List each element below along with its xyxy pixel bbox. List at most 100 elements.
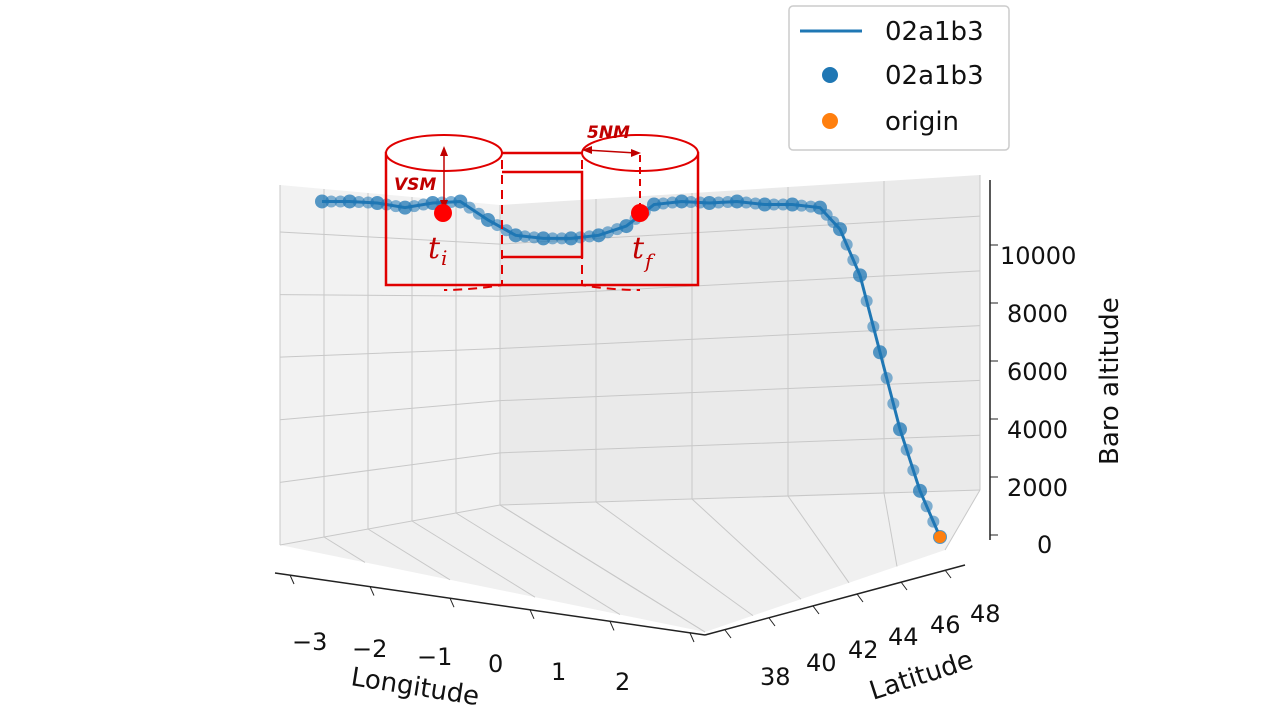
trajectory-point	[657, 197, 670, 210]
fivenm-arrowhead-left	[582, 146, 592, 154]
trajectory-point	[757, 197, 772, 212]
fivenm-label: 5NM	[587, 123, 630, 143]
legend-origin-swatch	[822, 113, 838, 129]
trajectory-point	[453, 194, 468, 209]
y-tick-label: 48	[970, 600, 1001, 628]
z-tick-label: 4000	[1007, 416, 1068, 444]
y-tick-labels: 38 40 42 44 46 48	[760, 600, 1001, 691]
trajectory-point	[900, 443, 913, 456]
y-tick-label: 46	[930, 611, 961, 639]
trajectory-point	[867, 320, 880, 333]
trajectory-point	[315, 194, 329, 209]
trajectory-point	[893, 422, 907, 437]
trajectory-point	[362, 196, 375, 209]
trajectory-point	[913, 483, 927, 498]
x-axis-label: Longitude	[349, 662, 481, 712]
trajectory-point	[500, 224, 513, 237]
y-tick-mark	[900, 581, 908, 591]
z-tick-label: 6000	[1007, 358, 1068, 386]
y-tick-label: 42	[848, 636, 879, 664]
trajectory-series	[315, 194, 947, 544]
trajectory-point	[712, 196, 725, 209]
tick-marks	[289, 244, 998, 643]
x-tick-label: −2	[352, 635, 387, 663]
trajectory-point	[795, 199, 808, 212]
x-tick-mark	[449, 597, 455, 608]
origin-point	[934, 531, 946, 543]
trajectory-point	[342, 194, 357, 209]
left-cylinder-front-dashed	[443, 160, 503, 291]
y-tick-mark	[724, 629, 732, 639]
trajectory-point	[601, 226, 614, 239]
trajectory-point	[730, 194, 744, 209]
trajectory-point	[907, 464, 920, 477]
trajectory-point	[873, 345, 887, 360]
x-tick-label: −3	[292, 628, 327, 656]
x-tick-label: 2	[615, 668, 630, 696]
trajectory-point	[853, 268, 867, 283]
x-tick-mark	[609, 621, 615, 631]
trajectory-point	[370, 196, 385, 211]
vsm-arrowhead-top	[440, 146, 448, 156]
tf-marker	[631, 204, 649, 222]
axis-lines	[274, 180, 991, 636]
grid-line-x-floor	[323, 536, 366, 563]
y-tick-mark	[944, 569, 952, 579]
x-tick-label: 0	[488, 650, 503, 678]
trajectory-point	[847, 253, 860, 266]
y-tick-mark	[768, 617, 776, 627]
y-tick-label: 40	[806, 649, 837, 677]
trajectory-point	[777, 198, 790, 211]
x-tick-mark	[289, 574, 295, 585]
legend-box	[788, 5, 1010, 151]
ti-label: t	[428, 231, 441, 266]
trajectory-point	[666, 196, 679, 209]
back-pane	[500, 175, 980, 505]
grid-line-y-floor	[499, 504, 706, 633]
inner-box	[502, 170, 584, 259]
trajectory-point	[389, 200, 402, 213]
trajectory-point	[528, 231, 541, 244]
trajectory-point	[920, 500, 933, 513]
trajectory-point	[334, 195, 347, 208]
ti-marker	[434, 204, 452, 222]
trajectory-point	[445, 195, 458, 208]
z-tick-labels: 0 2000 4000 6000 8000 10000	[1000, 242, 1076, 559]
trajectory-point	[887, 397, 900, 410]
trajectory-point	[491, 219, 504, 232]
protection-volume-outline	[384, 151, 700, 287]
grid-line-y-floor	[691, 498, 802, 600]
grid-line-x-floor	[367, 528, 451, 581]
z-tick-label: 2000	[1007, 474, 1068, 502]
trajectory-point	[564, 231, 578, 246]
x-tick-mark	[369, 586, 375, 596]
trajectory-point	[647, 197, 661, 212]
y-axis-label: Latitude	[866, 645, 977, 707]
trajectory-point	[674, 194, 689, 209]
trajectory-point	[785, 197, 800, 212]
trajectory-point	[740, 196, 753, 209]
trajectory-point	[555, 232, 568, 245]
y-tick-mark	[856, 593, 864, 603]
trajectory-point	[694, 196, 707, 209]
fivenm-arrow	[585, 149, 638, 154]
trajectory-point	[408, 200, 421, 213]
ti-subscript: i	[441, 246, 447, 270]
trajectory-point	[804, 200, 817, 213]
trajectory-point	[749, 197, 762, 210]
x-tick-labels: −3 −2 −1 0 1 2	[292, 628, 630, 696]
z-tick-label: 8000	[1007, 300, 1068, 328]
legend-entry-label: origin	[885, 107, 959, 137]
trajectory-point	[721, 195, 734, 208]
trajectory-point	[398, 200, 412, 215]
annotation-overlay: VSM 5NM t i t f	[384, 123, 700, 291]
trajectory-point	[767, 198, 780, 211]
grid-lines	[279, 175, 981, 633]
y-tick-mark	[812, 605, 820, 615]
y-axis-line	[704, 564, 966, 636]
y-tick-label: 38	[760, 663, 791, 691]
legend-dot-swatch	[822, 67, 838, 83]
trajectory-point	[425, 196, 440, 211]
z-tick-label: 10000	[1000, 242, 1076, 270]
